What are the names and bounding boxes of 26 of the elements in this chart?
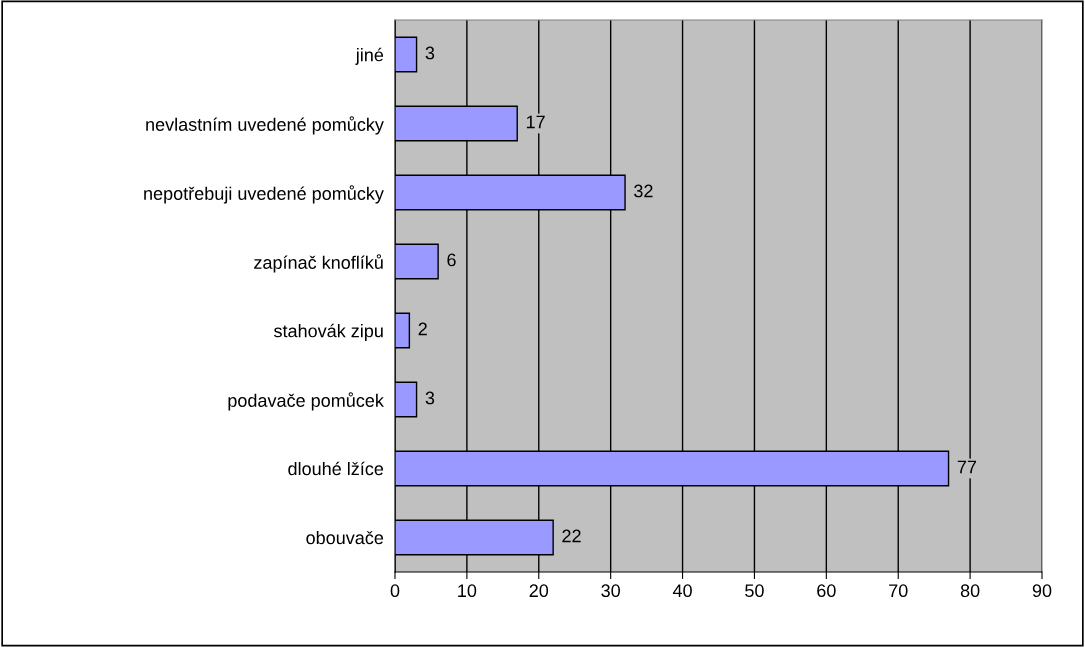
x-tick-label: 20 [529,584,549,598]
data-label: 32 [634,184,653,198]
y-tick-label: nepotřebuji uvedené pomůcky [144,185,384,204]
data-label: 17 [526,115,545,129]
y-tick-label: stahovák zipu [273,323,383,341]
x-tick-label: 60 [817,584,836,598]
y-tick-label: dlouhé lžíce [288,461,384,476]
data-label: 77 [957,460,977,474]
data-label: 6 [447,253,456,267]
x-tick-label: 80 [960,584,980,598]
x-tick-label: 0 [390,584,400,598]
data-label: 22 [562,529,581,543]
y-tick-label: nevlastním uvedené pomůcky [146,116,384,135]
y-tick-label: podavače pomůcek [228,392,384,411]
y-tick-label: obouvače [306,530,384,545]
y-tick-label: jiné [355,47,384,65]
data-label: 3 [425,46,435,60]
x-tick-label: 50 [745,584,764,598]
data-label: 2 [418,322,427,336]
x-tick-label: 30 [601,584,620,598]
x-tick-label: 40 [672,584,692,598]
x-tick-label: 10 [458,584,477,598]
x-tick-label: 90 [1032,584,1052,598]
x-tick-label: 70 [889,584,908,598]
data-label: 3 [425,391,435,405]
y-tick-label: zapínač knoflíků [254,254,383,273]
